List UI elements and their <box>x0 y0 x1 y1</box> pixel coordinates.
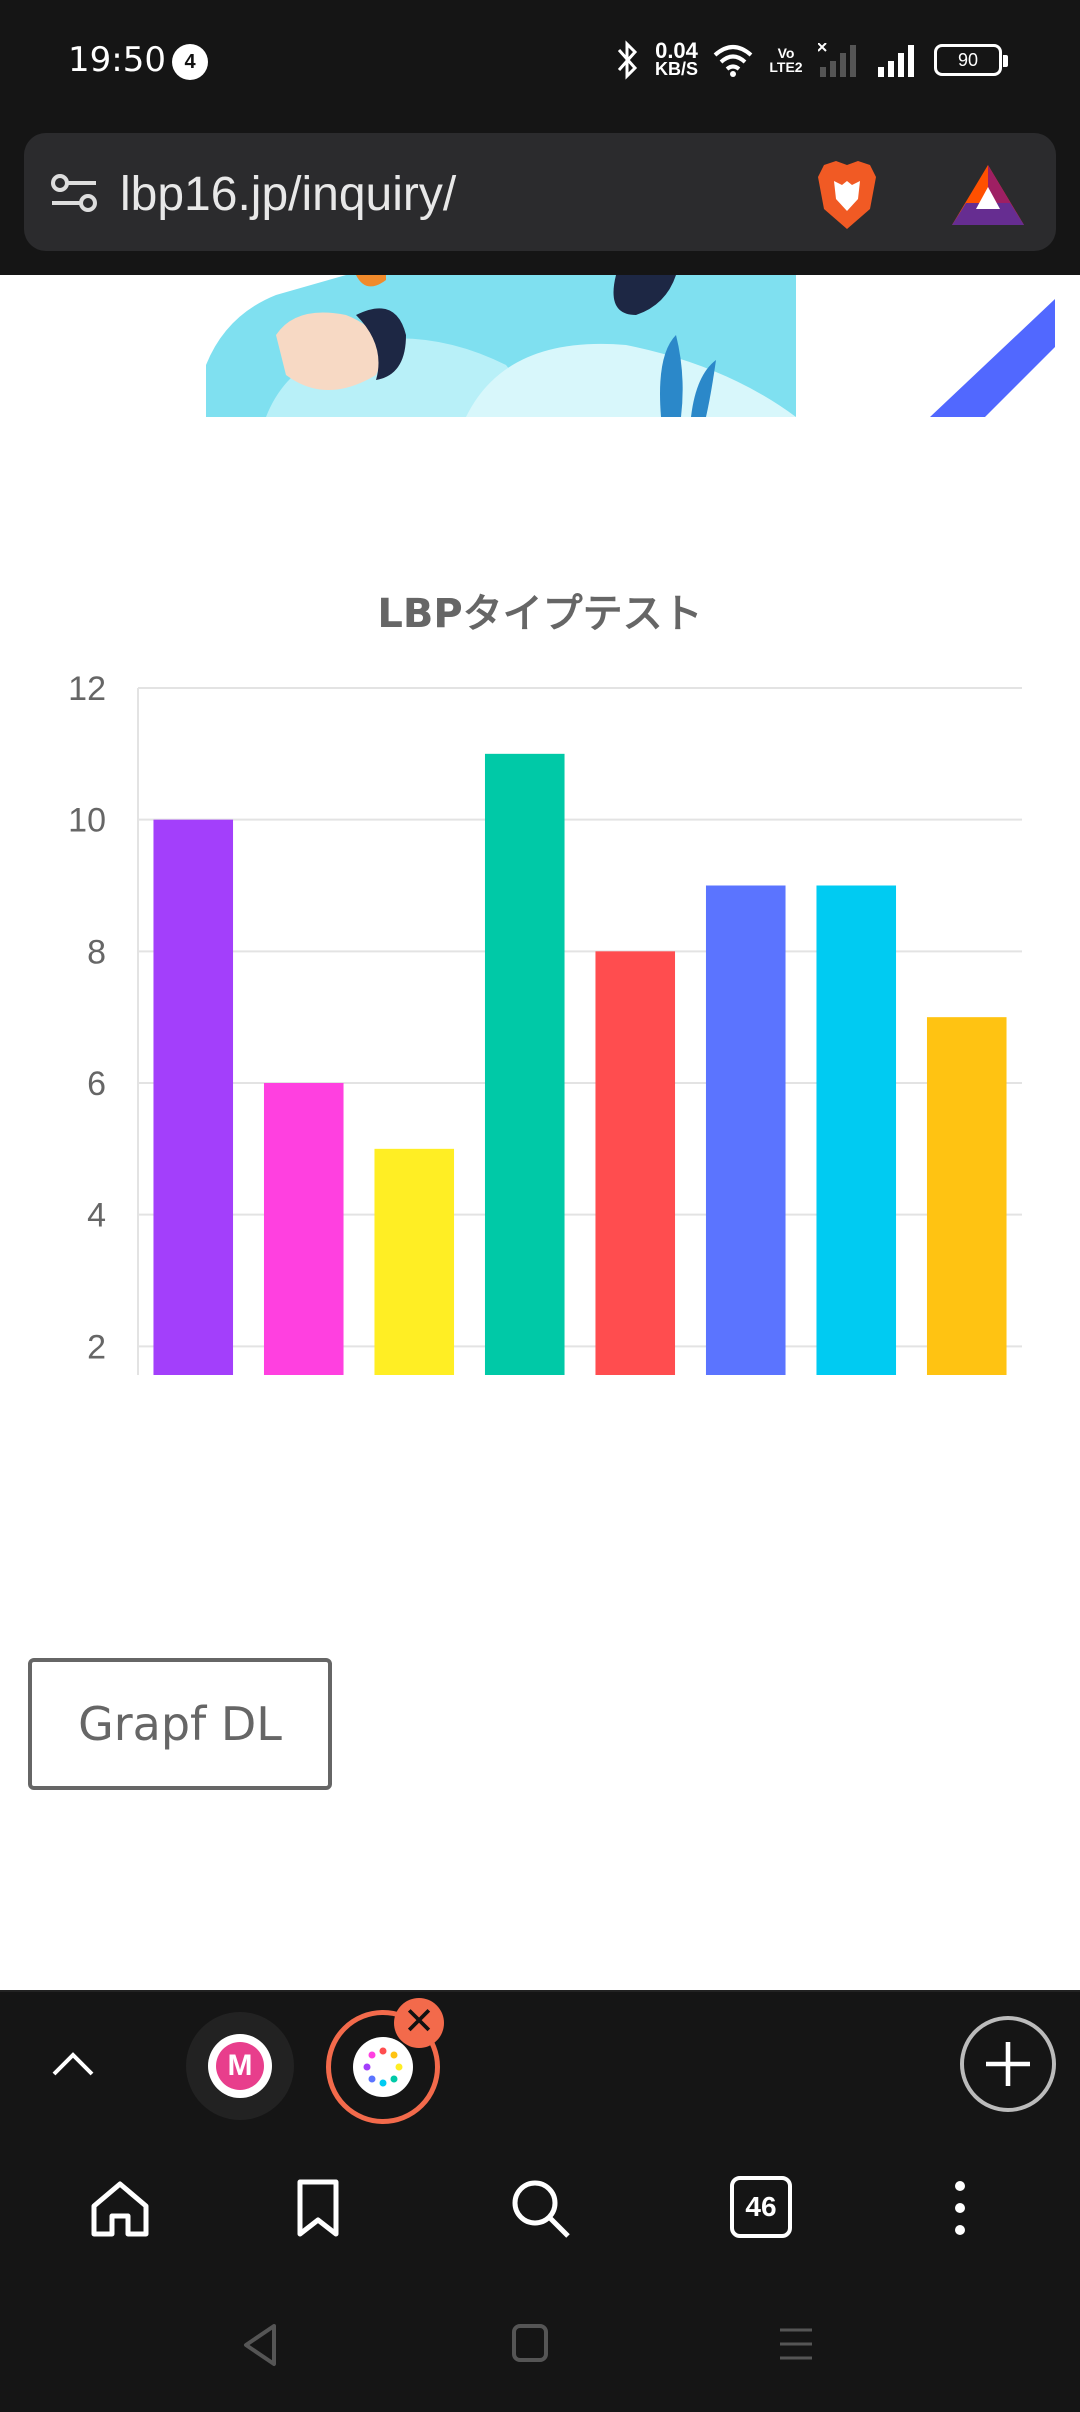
active-tab-favicon <box>353 2037 413 2097</box>
search-icon[interactable] <box>508 2176 572 2240</box>
browser-top-bar: lbp16.jp/inquiry/ <box>0 125 1080 275</box>
home-nav-icon[interactable] <box>510 2322 550 2366</box>
network-speed: 0.04 KB/S <box>654 38 698 79</box>
m-logo-icon: M <box>216 2042 264 2090</box>
notification-count-badge: 4 <box>172 44 208 80</box>
back-nav-icon[interactable] <box>240 2320 280 2370</box>
colorful-dots-icon <box>363 2047 403 2087</box>
network-speed-unit: KB/S <box>654 59 698 79</box>
site-settings-icon[interactable] <box>50 171 98 215</box>
bookmark-icon[interactable] <box>286 2176 350 2240</box>
tab-strip: M ✕ <box>0 1990 1080 2140</box>
bar-T <box>705 885 786 1375</box>
recents-nav-icon[interactable] <box>778 2324 814 2364</box>
system-nav-bar <box>0 2280 1080 2412</box>
home-icon[interactable] <box>88 2176 152 2240</box>
volte-indicator: Vo LTE2 <box>769 45 803 75</box>
hero-illustration <box>206 275 796 417</box>
chart-y-axis: 024681012 <box>68 670 106 1366</box>
active-tab-thumbnail[interactable] <box>326 2010 440 2124</box>
more-menu-icon[interactable] <box>928 2176 992 2240</box>
bar-P <box>816 885 897 1375</box>
chart-bars <box>153 753 1007 1375</box>
signal-sim1-icon <box>818 43 856 77</box>
status-time: 19:50 <box>68 40 166 80</box>
graph-download-button[interactable]: Grapf DL <box>28 1658 332 1790</box>
tab-count-button[interactable]: 46 <box>730 2176 792 2238</box>
tab-thumbnail-m[interactable]: M <box>186 2012 294 2120</box>
bar-N <box>484 753 565 1375</box>
battery-indicator: 90 <box>934 44 1008 76</box>
web-page: LBPタイプテスト 024681012 IESNFTPJ Grapf DL <box>0 275 1080 1990</box>
close-tab-icon[interactable]: ✕ <box>394 1998 444 2048</box>
decorative-corner-shape <box>930 299 1055 417</box>
signal-sim2-icon <box>878 45 914 77</box>
brave-shields-icon[interactable] <box>814 159 880 231</box>
bar-E <box>263 1083 344 1375</box>
address-bar[interactable]: lbp16.jp/inquiry/ <box>24 133 1056 251</box>
y-tick-label: 4 <box>87 1197 106 1235</box>
wifi-icon <box>713 45 753 77</box>
new-tab-plus-icon[interactable] <box>960 2016 1056 2112</box>
y-tick-label: 6 <box>87 1065 106 1103</box>
bluetooth-icon <box>617 40 638 80</box>
y-tick-label: 2 <box>87 1328 106 1366</box>
browser-toolbar: 46 <box>0 2140 1080 2280</box>
y-tick-label: 8 <box>87 933 106 971</box>
bar-S <box>374 1148 455 1375</box>
url-text[interactable]: lbp16.jp/inquiry/ <box>120 168 457 221</box>
status-bar: 19:50 4 0.04 KB/S Vo LTE2 9 <box>0 0 1080 125</box>
bar-F <box>595 951 676 1375</box>
y-tick-label: 10 <box>68 802 106 840</box>
lbp-type-chart: LBPタイプテスト 024681012 IESNFTPJ <box>68 591 1022 1375</box>
status-indicators: 0.04 KB/S Vo LTE2 90 <box>615 36 1008 84</box>
y-tick-label: 12 <box>68 670 106 708</box>
bar-J <box>926 1017 1007 1375</box>
chart-title: LBPタイプテスト <box>377 591 702 637</box>
chevron-up-icon[interactable] <box>48 2040 98 2090</box>
brave-rewards-icon[interactable] <box>950 163 1026 227</box>
network-speed-value: 0.04 <box>655 38 698 63</box>
bar-I <box>153 819 234 1375</box>
tab-favicon-m: M <box>208 2034 272 2098</box>
